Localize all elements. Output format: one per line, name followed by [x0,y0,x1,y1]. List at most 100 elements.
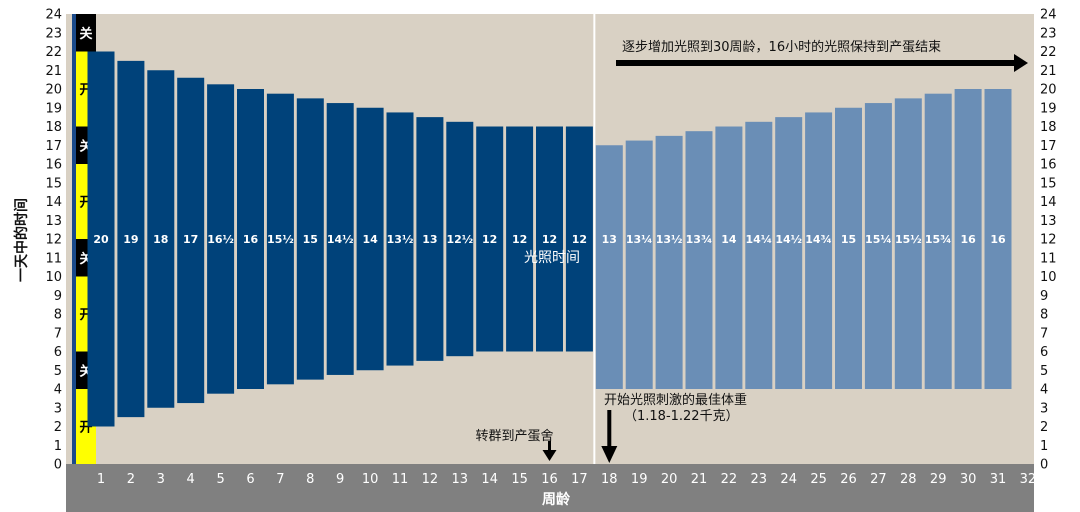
bar-week-6 [237,89,264,389]
bar-label: 12 [482,233,497,246]
y-tick-left: 20 [45,83,62,98]
y-tick-right: 14 [1040,195,1057,210]
bar-week-3 [147,70,175,408]
y-tick-left: 11 [45,251,62,266]
x-tick: 8 [306,472,314,487]
x-tick: 17 [571,472,588,487]
y-tick-left: 18 [45,120,62,135]
bar-week-20 [655,135,683,389]
x-axis-title: 周龄 [542,491,571,508]
bar-week-23 [745,121,773,389]
y-tick-right: 8 [1040,308,1048,323]
bar-week-11 [386,112,414,366]
x-tick: 11 [392,472,409,487]
y-tick-right: 16 [1040,158,1057,173]
x-tick: 19 [631,472,648,487]
bar-label: 16 [243,233,259,246]
x-axis-band [66,464,1034,512]
y-tick-right: 1 [1040,439,1048,454]
x-tick: 27 [870,472,887,487]
x-tick: 21 [691,472,708,487]
bar-week-10 [356,107,384,371]
bar-week-9 [326,103,354,375]
bar-week-15 [506,126,534,352]
top-arrow: 逐步增加光照到30周龄，16小时的光照保持到产蛋结束 [616,39,1028,72]
x-tick: 20 [661,472,678,487]
y-tick-left: 16 [45,158,62,173]
bar-week-16 [536,126,563,352]
bar-label: 20 [93,233,109,246]
center-label: 光照时间 [524,250,580,266]
bar-label: 12½ [446,233,473,246]
y-tick-left: 19 [45,101,62,116]
stimulation-arrow-head [601,446,618,463]
bar-week-8 [296,98,324,380]
y-tick-left: 23 [45,26,62,41]
y-tick-right: 6 [1040,345,1048,360]
bar-label: 15¾ [925,233,952,246]
x-tick: 32 [1020,472,1037,487]
y-tick-left: 4 [54,383,62,398]
y-tick-right: 7 [1040,326,1048,341]
bar-label: 16½ [207,233,234,246]
top-arrow-head [1014,54,1028,72]
x-tick: 30 [960,472,977,487]
bar-label: 15 [841,233,856,246]
y-tick-left: 9 [54,289,62,304]
bar-label: 15½ [267,233,294,246]
bar-label: 16 [960,233,976,246]
bar-week-5 [207,84,235,394]
y-tick-right: 21 [1040,64,1057,79]
y-tick-right: 17 [1040,139,1057,154]
y-tick-right: 19 [1040,101,1057,116]
bar-label: 14½ [775,233,802,246]
bar-label: 13¾ [686,233,713,246]
y-tick-right: 23 [1040,26,1057,41]
bar-week-29 [924,93,952,389]
x-tick: 5 [216,472,224,487]
light-band-off [76,14,96,52]
y-tick-right: 18 [1040,120,1057,135]
y-tick-left: 12 [45,233,62,248]
bar-week-12 [416,117,444,361]
y-axis-title: 一天中的时间 [13,198,30,282]
top-arrow-shaft [616,60,1016,66]
x-tick: 29 [930,472,947,487]
bar-week-22 [715,126,743,389]
bar-week-7 [266,93,294,385]
y-tick-left: 1 [54,439,62,454]
x-tick: 23 [751,472,768,487]
bar-label: 12 [512,233,527,246]
stimulation-arrow-shaft [607,410,612,448]
bar-label: 15½ [895,233,922,246]
x-tick: 4 [187,472,195,487]
x-tick: 25 [810,472,827,487]
bar-label: 19 [123,233,138,246]
bar-week-31 [984,89,1012,389]
bar-label: 15 [303,233,318,246]
x-tick: 12 [422,472,439,487]
y-tick-left: 24 [45,8,62,23]
bar-label: 13 [602,233,617,246]
x-tick: 15 [511,472,528,487]
bar-week-2 [117,60,145,418]
y-tick-left: 8 [54,308,62,323]
bar-week-26 [835,107,862,389]
bar-week-27 [864,103,892,389]
x-tick: 24 [780,472,797,487]
x-tick: 2 [127,472,135,487]
bar-week-13 [446,121,474,357]
bar-week-30 [954,89,982,389]
bar-label: 13¼ [626,233,653,246]
x-tick: 31 [990,472,1007,487]
bar-label: 12 [542,233,557,246]
y-tick-right: 11 [1040,251,1057,266]
bar-label: 13½ [387,233,414,246]
x-tick: 7 [276,472,284,487]
y-tick-left: 3 [54,401,62,416]
y-tick-right: 20 [1040,83,1057,98]
x-tick: 28 [900,472,917,487]
light-band-label: 关 [79,26,92,42]
x-tick: 16 [541,472,558,487]
